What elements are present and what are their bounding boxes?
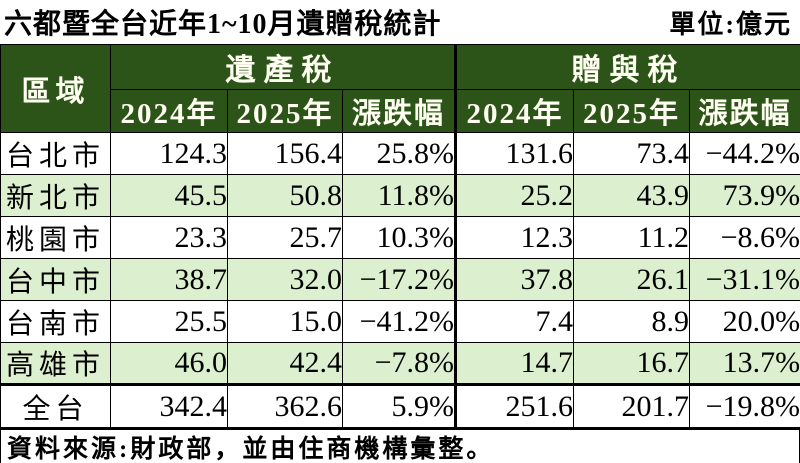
value-cell: 12.3 [454,216,575,259]
value-cell: 8.9 [573,300,691,343]
region-cell: 新北市 [0,174,111,217]
value-cell: 11.8% [341,174,457,217]
title-bar: 六都暨全台近年1~10月遺贈稅統計 單位:億元 [0,0,800,44]
table-body: 台北市 124.3 156.4 25.8% 131.6 73.4 −44.2% … [0,132,800,428]
group-header-row: 區域 遺產稅 贈與稅 [0,44,800,133]
subheader-estate-2025: 2025年 [227,89,343,133]
value-cell: 25.7 [227,216,343,259]
table-row-taichung: 台中市 38.7 32.0 −17.2% 37.8 26.1 −31.1% [0,258,800,301]
subheader-estate-2024: 2024年 [110,89,228,133]
table-row-taoyuan: 桃園市 23.3 25.7 10.3% 12.3 11.2 −8.6% [0,216,800,259]
table-row-newtaipei: 新北市 45.5 50.8 11.8% 25.2 43.9 73.9% [0,174,800,217]
value-cell: 26.1 [573,258,691,301]
value-cell: −19.8% [689,383,800,428]
value-cell: 7.4 [454,300,575,343]
value-cell: 15.0 [227,300,343,343]
table-header: 區域 遺產稅 贈與稅 2024年 2025年 漲跌幅 2024年 2025年 漲… [0,44,800,133]
tax-table: 區域 遺產稅 贈與稅 2024年 2025年 漲跌幅 2024年 2025年 漲… [0,44,800,428]
value-cell: 156.4 [227,132,343,175]
value-cell: 37.8 [454,258,575,301]
value-cell: −17.2% [341,258,457,301]
unit-label: 單位:億元 [669,9,792,39]
region-cell: 全台 [0,383,111,428]
value-cell: 5.9% [341,383,457,428]
value-cell: 13.7% [689,342,800,385]
value-cell: −8.6% [689,216,800,259]
value-cell: 10.3% [341,216,457,259]
value-cell: 32.0 [227,258,343,301]
value-cell: 342.4 [110,383,228,428]
table-row-total: 全台 342.4 362.6 5.9% 251.6 201.7 −19.8% [0,383,800,428]
value-cell: −7.8% [341,342,457,385]
value-cell: 25.5 [110,300,228,343]
value-cell: 23.3 [110,216,228,259]
value-cell: 42.4 [227,342,343,385]
value-cell: 20.0% [689,300,800,343]
region-header-cell: 區域 [0,44,111,133]
value-cell: 14.7 [454,342,575,385]
value-cell: 25.8% [341,132,457,175]
table-row-tainan: 台南市 25.5 15.0 −41.2% 7.4 8.9 20.0% [0,300,800,343]
value-cell: 45.5 [110,174,228,217]
value-cell: 73.4 [573,132,691,175]
subheader-gift-2025: 2025年 [573,89,691,133]
region-cell: 桃園市 [0,216,111,259]
value-cell: 38.7 [110,258,228,301]
group-header-gift-tax: 贈與稅 [454,44,800,90]
region-cell: 台中市 [0,258,111,301]
group-header-estate-tax: 遺產稅 [109,44,457,90]
value-cell: 131.6 [454,132,575,175]
value-cell: 25.2 [454,174,575,217]
region-cell: 台南市 [0,300,111,343]
value-cell: −41.2% [341,300,457,343]
subheader-estate-change: 漲跌幅 [341,89,457,133]
region-cell: 台北市 [0,132,111,175]
value-cell: 362.6 [227,383,343,428]
source-footer: 資料來源:財政部，並由住商機構彙整。 [0,428,800,463]
subheader-gift-2024: 2024年 [454,89,575,133]
value-cell: 16.7 [573,342,691,385]
value-cell: 43.9 [573,174,691,217]
value-cell: −31.1% [689,258,800,301]
value-cell: 46.0 [110,342,228,385]
value-cell: 11.2 [573,216,691,259]
value-cell: 201.7 [573,383,691,428]
page-title: 六都暨全台近年1~10月遺贈稅統計 [4,9,442,40]
table-row-taipei: 台北市 124.3 156.4 25.8% 131.6 73.4 −44.2% [0,132,800,175]
subheader-gift-change: 漲跌幅 [689,89,800,133]
value-cell: 251.6 [454,383,575,428]
table-row-kaohsiung: 高雄市 46.0 42.4 −7.8% 14.7 16.7 13.7% [0,342,800,385]
region-cell: 高雄市 [0,342,111,385]
value-cell: −44.2% [689,132,800,175]
value-cell: 73.9% [689,174,800,217]
value-cell: 124.3 [110,132,228,175]
sub-header-row: 2024年 2025年 漲跌幅 2024年 2025年 漲跌幅 [1,89,800,133]
value-cell: 50.8 [227,174,343,217]
